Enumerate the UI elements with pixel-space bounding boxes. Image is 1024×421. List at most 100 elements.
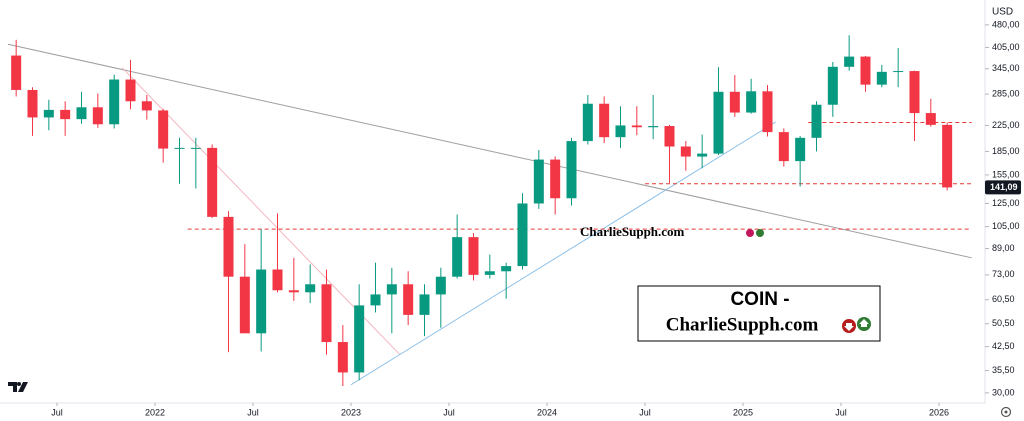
- candle-body: [92, 107, 103, 125]
- title-box: [637, 285, 881, 342]
- candle-body: [468, 237, 479, 275]
- candle-body: [403, 284, 414, 315]
- y-tick-label: 225,00: [992, 120, 1020, 130]
- candle-body: [223, 216, 234, 277]
- x-tick-label: Jul: [51, 407, 63, 417]
- candle-body: [419, 294, 430, 315]
- candle-body: [599, 103, 610, 138]
- y-tick-label: 73,00: [992, 269, 1015, 279]
- candle-body: [811, 104, 822, 138]
- x-tick-label: 2025: [733, 407, 753, 417]
- candle-body: [321, 284, 332, 343]
- candle-body: [893, 71, 904, 73]
- settings-icon[interactable]: [1000, 406, 1012, 418]
- candle-body: [125, 79, 136, 102]
- title-icons: [842, 317, 871, 333]
- candle-body: [76, 107, 87, 120]
- y-tick-label: 480,00: [992, 19, 1020, 29]
- candle-body: [942, 124, 953, 188]
- y-tick-label: 155,00: [992, 169, 1020, 179]
- y-tick-label: 35,50: [992, 365, 1015, 375]
- candle-body: [256, 269, 267, 334]
- y-tick-label: 30,00: [992, 387, 1015, 397]
- candle-body: [746, 91, 757, 113]
- candle-body: [827, 66, 838, 105]
- candle-body: [207, 147, 218, 217]
- candle-body: [729, 91, 740, 113]
- candle-body: [517, 203, 528, 267]
- x-tick-label: 2022: [145, 407, 165, 417]
- x-tick-label: 2023: [341, 407, 361, 417]
- x-tick-label: 2026: [929, 407, 949, 417]
- x-tick-label: Jul: [247, 407, 259, 417]
- last-price-label: 141,09: [990, 182, 1018, 192]
- candle-body: [582, 103, 593, 142]
- candle-body: [288, 290, 299, 293]
- plot-area: [7, 35, 972, 386]
- candle-body: [272, 269, 283, 291]
- candle-body: [631, 125, 642, 128]
- y-tick-label: 60,50: [992, 294, 1015, 304]
- candle-body: [354, 305, 365, 373]
- chart-subtitle: CharlieSupph.com: [666, 314, 819, 335]
- candle-body: [370, 294, 381, 306]
- candle-body: [795, 137, 806, 162]
- candle-body: [484, 271, 495, 275]
- candle-body: [337, 342, 348, 373]
- x-tick-label: 2024: [537, 407, 557, 417]
- candle-body: [43, 109, 54, 118]
- candle-body: [697, 153, 708, 157]
- candle-body: [435, 276, 446, 295]
- y-tick-label: 50,50: [992, 318, 1015, 328]
- candle-body: [615, 125, 626, 138]
- chart-title: COIN -: [730, 289, 789, 310]
- candle-body: [27, 89, 38, 118]
- candle-body: [664, 126, 675, 147]
- candle-body: [533, 159, 544, 204]
- x-tick-label: Jul: [443, 407, 455, 417]
- y-tick-label: 185,00: [992, 146, 1020, 156]
- candle-body: [550, 159, 561, 199]
- candle-body: [713, 91, 724, 154]
- x-tick-label: Jul: [835, 407, 847, 417]
- y-tick-label: 405,00: [992, 42, 1020, 52]
- y-tick-label: 125,00: [992, 198, 1020, 208]
- y-tick-label: 345,00: [992, 63, 1020, 73]
- tradingview-logo: [8, 382, 28, 392]
- candle-body: [501, 266, 512, 272]
- candle-body: [778, 132, 789, 162]
- candle-body: [386, 284, 397, 295]
- candle-body: [141, 101, 152, 111]
- y-tick-label: 42,50: [992, 341, 1015, 351]
- candle-body: [876, 71, 887, 85]
- watermark: CharlieSupph.com: [580, 224, 685, 239]
- candle-body: [305, 284, 316, 293]
- candle-body: [60, 109, 71, 120]
- trend-line: [7, 43, 972, 259]
- candle-body: [909, 71, 920, 114]
- watermark-icons: [746, 229, 764, 237]
- candle-body: [239, 276, 250, 334]
- y-tick-label: 105,00: [992, 221, 1020, 231]
- candle-body: [680, 146, 691, 157]
- candle-body: [11, 55, 22, 90]
- candle-body: [648, 126, 659, 128]
- candle-body: [860, 56, 871, 85]
- last-price-box: [985, 180, 1021, 195]
- trend-line: [350, 121, 776, 386]
- candle-body: [762, 91, 773, 133]
- candle-body: [925, 113, 936, 125]
- candle-body: [566, 141, 577, 199]
- y-tick-label: 285,00: [992, 88, 1020, 98]
- candle-body: [109, 79, 120, 125]
- currency-label: USD: [992, 7, 1013, 18]
- candle-body: [190, 147, 201, 149]
- candle-body: [452, 237, 463, 277]
- candle-body: [844, 56, 855, 67]
- trend-line: [121, 67, 401, 356]
- candle-body: [174, 147, 185, 149]
- x-tick-label: Jul: [639, 407, 651, 417]
- candle-body: [158, 110, 169, 149]
